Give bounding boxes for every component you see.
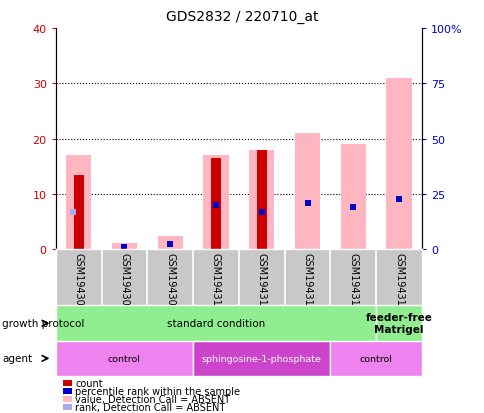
Text: GSM194310: GSM194310 <box>211 253 221 311</box>
Bar <box>330 341 421 376</box>
Text: GSM194308: GSM194308 <box>119 253 129 311</box>
Text: count: count <box>75 378 103 388</box>
Bar <box>294 134 319 250</box>
Text: control: control <box>108 354 140 363</box>
Text: GDS2832 / 220710_at: GDS2832 / 220710_at <box>166 10 318 24</box>
Bar <box>203 156 228 250</box>
Bar <box>211 159 221 250</box>
Text: value, Detection Call = ABSENT: value, Detection Call = ABSENT <box>75 394 230 404</box>
Bar <box>193 341 330 376</box>
Text: control: control <box>359 354 392 363</box>
Text: GSM194312: GSM194312 <box>302 253 312 311</box>
Text: feeder-free
Matrigel: feeder-free Matrigel <box>365 312 432 334</box>
Bar <box>157 236 182 250</box>
Bar <box>66 156 91 250</box>
Text: GSM194311: GSM194311 <box>256 253 266 311</box>
Text: growth protocol: growth protocol <box>2 318 85 328</box>
Text: GSM194313: GSM194313 <box>348 253 358 311</box>
Bar <box>249 150 274 250</box>
Text: GSM194309: GSM194309 <box>165 253 175 311</box>
Bar <box>74 175 84 250</box>
Text: percentile rank within the sample: percentile rank within the sample <box>75 386 240 396</box>
Bar <box>56 306 376 341</box>
Bar <box>340 145 365 250</box>
Bar <box>56 341 193 376</box>
Text: sphingosine-1-phosphate: sphingosine-1-phosphate <box>201 354 321 363</box>
Bar <box>376 306 421 341</box>
Text: GSM194314: GSM194314 <box>393 253 403 311</box>
Text: agent: agent <box>2 354 32 363</box>
Bar <box>386 78 411 250</box>
Bar <box>112 243 137 250</box>
Bar <box>256 150 266 250</box>
Text: rank, Detection Call = ABSENT: rank, Detection Call = ABSENT <box>75 402 225 412</box>
Text: GSM194307: GSM194307 <box>74 253 83 311</box>
Text: standard condition: standard condition <box>166 318 265 328</box>
